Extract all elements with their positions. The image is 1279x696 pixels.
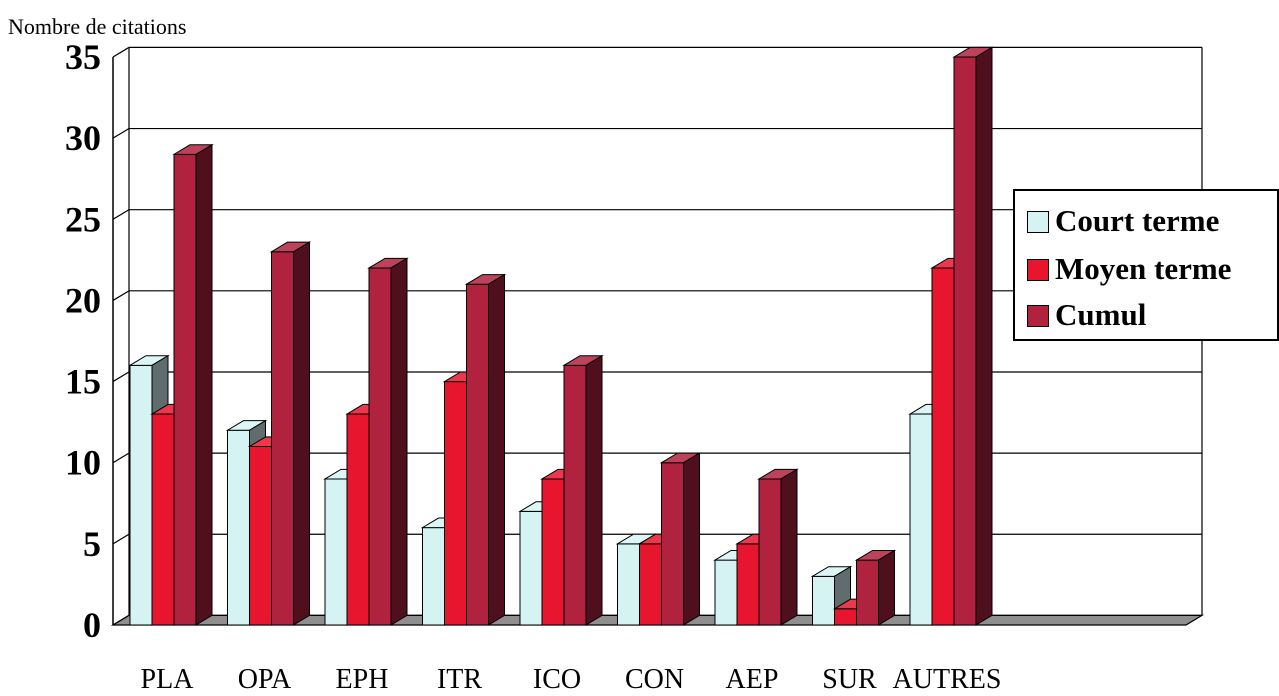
bar-front <box>639 543 662 626</box>
bar-front <box>173 153 197 626</box>
bar-side <box>488 273 505 626</box>
bar-side <box>683 452 700 626</box>
bar-front <box>422 527 445 626</box>
legend-swatch-cumul <box>1027 305 1049 327</box>
bar-front <box>519 510 543 626</box>
bar-front <box>563 364 587 626</box>
bar-front <box>931 267 955 626</box>
gridline-side <box>112 290 130 301</box>
bar-side <box>585 354 603 626</box>
bar <box>757 468 799 626</box>
bar-front <box>541 478 565 626</box>
bar <box>172 143 214 626</box>
legend-swatch-moyen-terme <box>1027 259 1049 281</box>
bar-front <box>346 413 370 626</box>
bar <box>952 46 994 626</box>
bar-side <box>195 143 213 626</box>
y-tick-label: 25 <box>65 199 101 239</box>
bar-front <box>368 267 392 626</box>
x-tick-label: PLA <box>141 664 195 691</box>
x-tick-label: ITR <box>437 664 482 691</box>
bar-side <box>390 257 408 626</box>
legend-item-court-terme: Court terme <box>1027 203 1219 239</box>
bar-front <box>271 251 294 626</box>
y-tick-label: 30 <box>65 118 101 158</box>
bar-front <box>953 56 977 626</box>
bar-front <box>324 478 348 626</box>
bar-front <box>758 478 782 626</box>
x-tick-label: AEP <box>726 664 779 691</box>
bar-front <box>444 381 467 626</box>
y-tick-label: 35 <box>65 37 101 77</box>
x-tick-label: AUTRES <box>893 664 1002 691</box>
y-tick-label: 10 <box>65 443 101 483</box>
x-tick-label: EPH <box>336 664 389 691</box>
bar-front <box>909 413 933 626</box>
legend-swatch-court-terme <box>1027 211 1049 233</box>
bar-front <box>834 608 857 626</box>
gridline-side <box>112 128 130 139</box>
x-tick-label: ICO <box>533 664 581 691</box>
bar-front <box>129 364 153 626</box>
bar-front <box>227 429 250 626</box>
bar-front <box>736 543 760 626</box>
bar-front <box>151 413 175 626</box>
y-axis-title: Nombre de citations <box>8 14 187 39</box>
gridline-side <box>112 533 130 545</box>
legend-label-moyen-terme: Moyen terme <box>1055 251 1232 286</box>
gridline-side <box>112 46 130 58</box>
legend-label-cumul: Cumul <box>1055 297 1147 332</box>
x-tick-label: CON <box>625 664 684 691</box>
bar-side <box>780 468 798 626</box>
legend-label-court-terme: Court terme <box>1055 203 1220 238</box>
y-tick-label: 20 <box>65 280 101 320</box>
bar <box>367 257 409 626</box>
x-tick-label: SUR <box>822 664 877 691</box>
bar-front <box>617 543 640 626</box>
legend: Court terme Moyen terme Cumul <box>1013 189 1279 341</box>
bar-front <box>661 462 684 626</box>
gridline-side <box>112 371 130 383</box>
bar-front <box>856 559 879 626</box>
bar <box>464 273 507 626</box>
y-tick-label: 5 <box>83 524 101 564</box>
bar <box>854 549 897 626</box>
gridline-side <box>112 209 130 220</box>
y-tick-label: 0 <box>83 605 101 645</box>
bar-front <box>714 559 738 626</box>
legend-item-cumul: Cumul <box>1027 297 1146 333</box>
bar-front <box>812 575 835 626</box>
bar-front <box>249 445 272 626</box>
bar <box>269 241 312 626</box>
bar <box>659 452 702 626</box>
legend-item-moyen-terme: Moyen terme <box>1027 251 1231 287</box>
bar <box>562 354 604 626</box>
bar-side <box>293 241 310 626</box>
y-tick-label: 15 <box>65 362 101 402</box>
bar-front <box>466 283 489 626</box>
x-tick-label: OPA <box>238 664 292 691</box>
bar-side <box>975 46 993 626</box>
gridline-side <box>112 452 130 464</box>
bar-side <box>878 549 895 626</box>
